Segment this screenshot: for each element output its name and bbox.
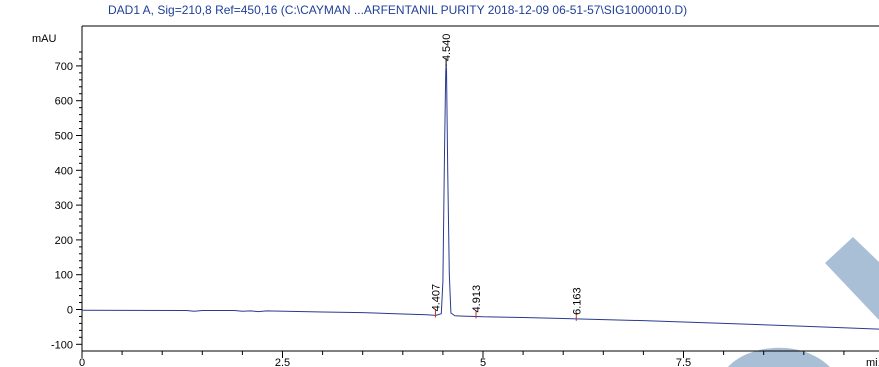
y-tick-label: 200 — [55, 235, 73, 247]
x-tick-label: 10 — [878, 357, 879, 367]
peak-label: 4.913 — [471, 285, 483, 313]
peak-label: 6.163 — [571, 287, 583, 315]
y-axis-label: mAU — [32, 33, 57, 45]
watermark-arc — [728, 347, 830, 367]
x-tick-label: 7.5 — [676, 357, 691, 367]
x-tick-label: 5 — [480, 357, 486, 367]
x-tick-label: 0 — [79, 357, 85, 367]
watermark-band — [825, 237, 879, 320]
peak-label: 4.540 — [441, 34, 453, 62]
peak-labels: 4.407 4.540 4.913 6.163 — [430, 34, 583, 321]
y-tick-label: -100 — [51, 339, 73, 351]
y-tick-label: 600 — [55, 96, 73, 108]
axes: -100010020030040050060070002.557.51012.5… — [51, 25, 879, 367]
y-tick-label: 700 — [55, 61, 73, 73]
y-tick-label: 100 — [55, 270, 73, 282]
y-tick-label: 0 — [67, 305, 73, 317]
x-tick-label: 2.5 — [275, 357, 290, 367]
y-tick-label: 500 — [55, 131, 73, 143]
watermark — [728, 237, 879, 367]
x-axis-label: mi — [866, 357, 878, 367]
y-tick-label: 400 — [55, 165, 73, 177]
peak-label: 4.407 — [430, 284, 442, 312]
trace-layer — [81, 64, 879, 330]
signal-trace — [81, 64, 879, 330]
chart-title: DAD1 A, Sig=210,8 Ref=450,16 (C:\CAYMAN … — [108, 3, 688, 17]
y-tick-label: 300 — [55, 200, 73, 212]
